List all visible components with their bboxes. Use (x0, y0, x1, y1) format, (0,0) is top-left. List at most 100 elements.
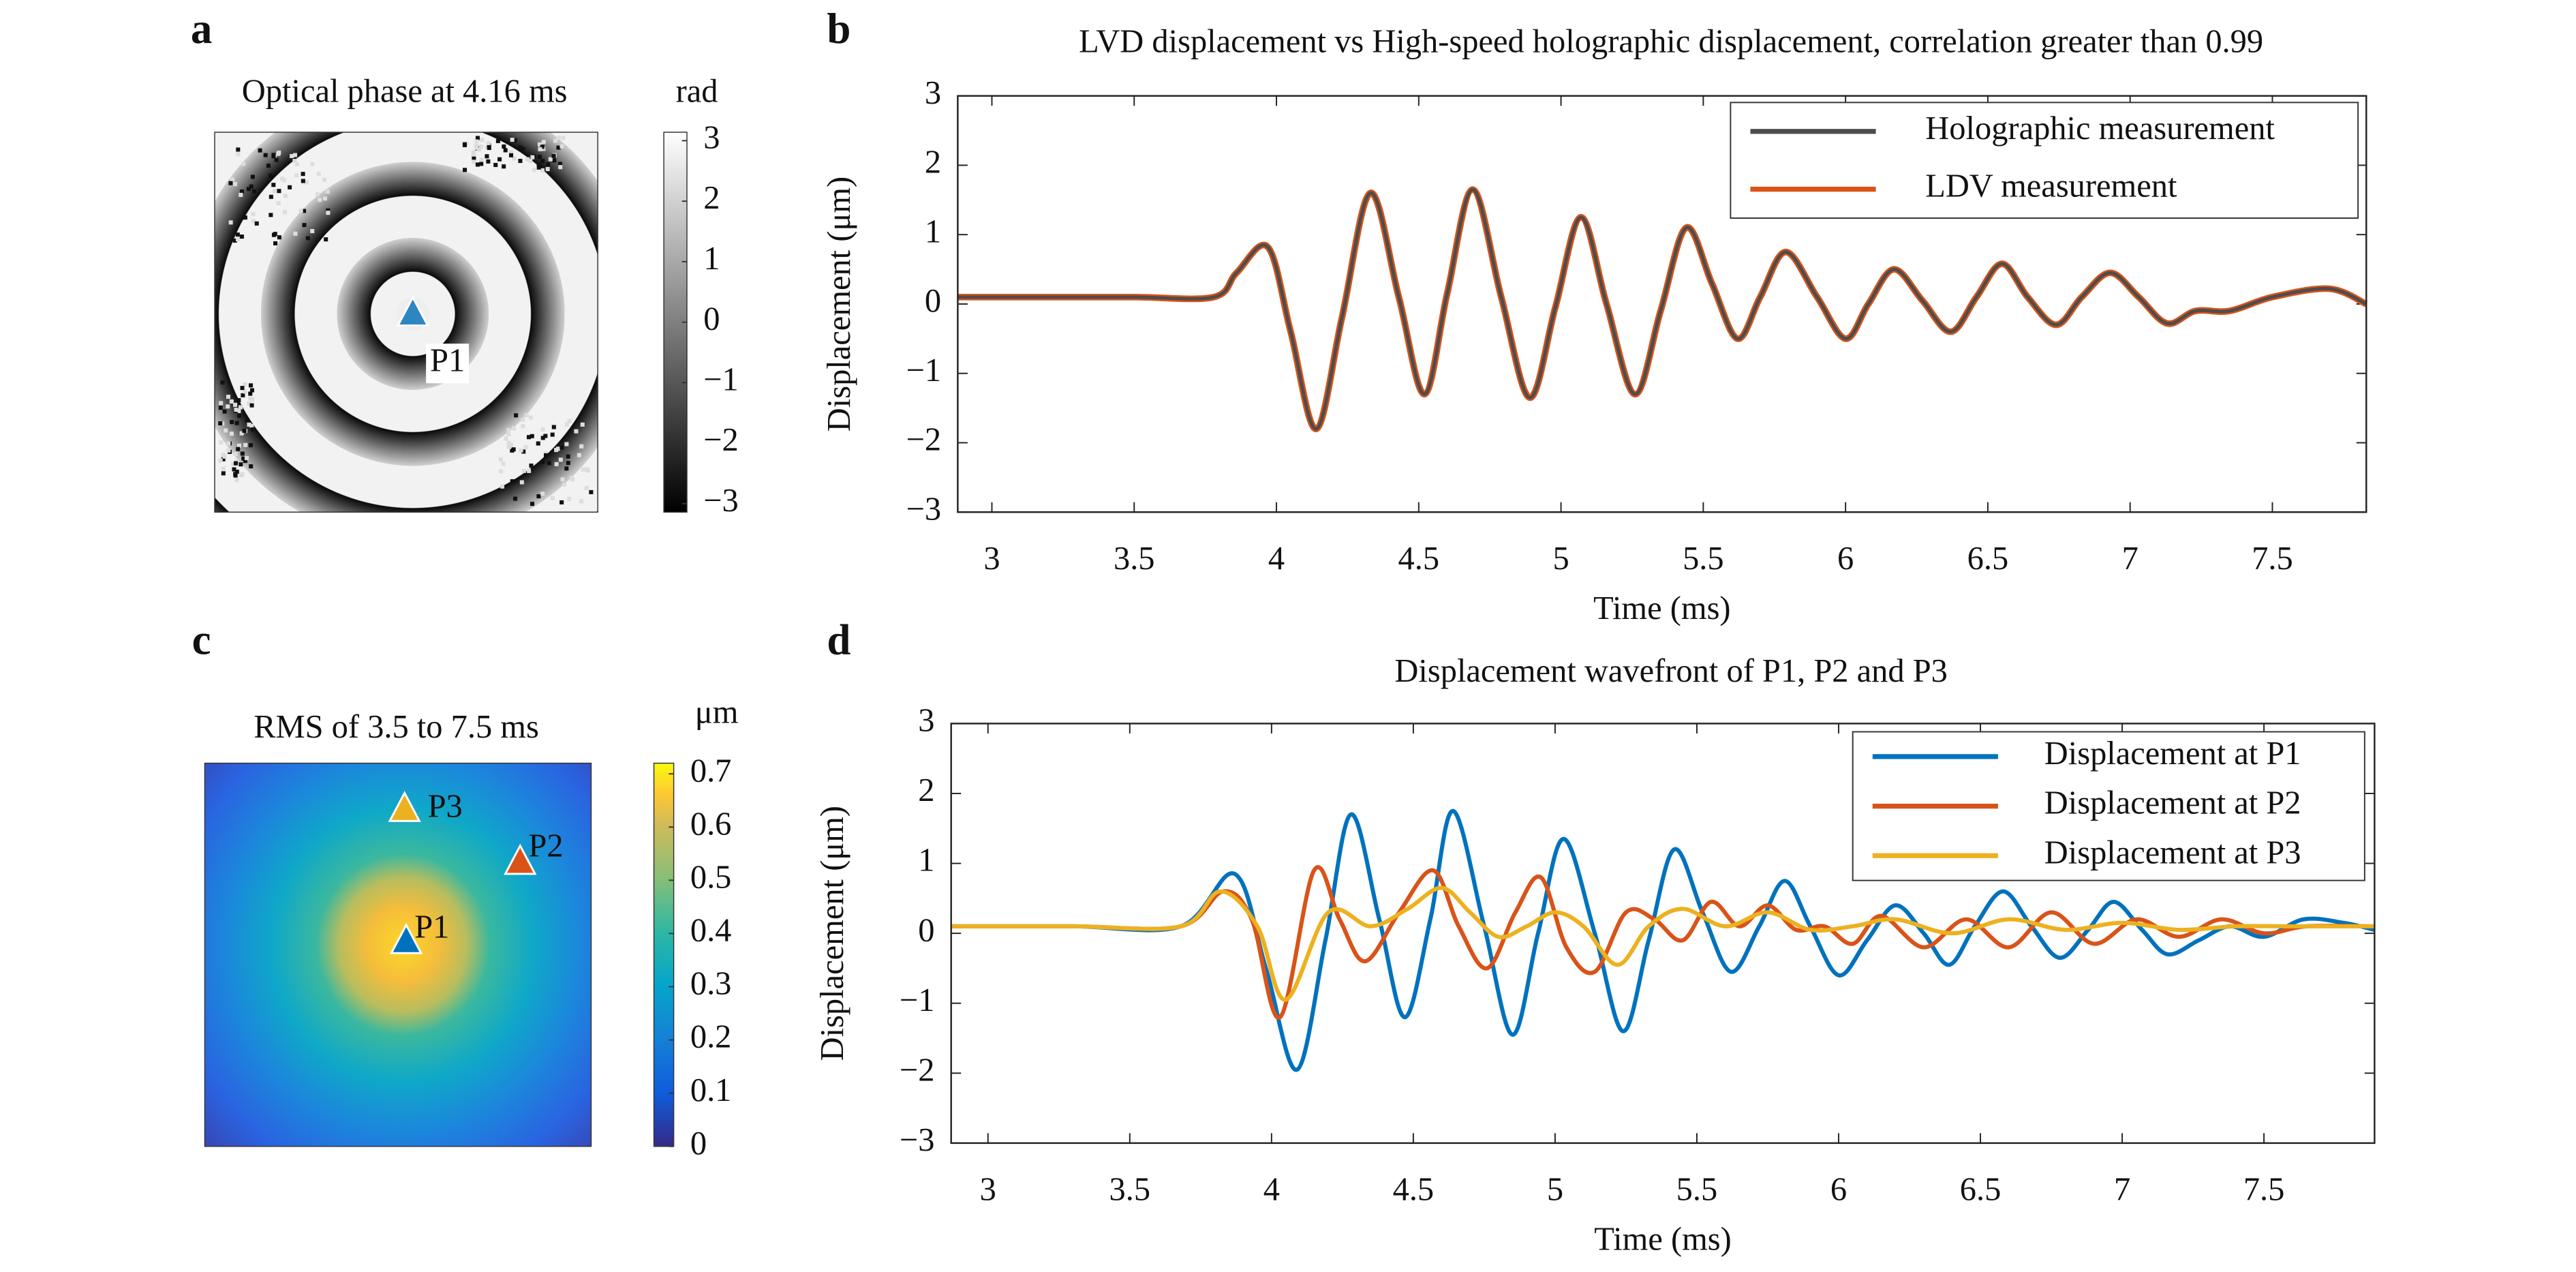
noise (524, 412, 529, 417)
noise (511, 426, 516, 431)
noise (569, 476, 574, 481)
legend-label: Displacement at P2 (2044, 785, 2301, 821)
noise (540, 159, 545, 164)
noise (218, 421, 223, 426)
data-line (957, 187, 2367, 431)
noise (559, 445, 564, 450)
panel-letter: d (827, 616, 850, 664)
colorbar-tick-label: 0.7 (690, 753, 732, 789)
noise (230, 420, 234, 425)
noise (500, 484, 505, 489)
y-tick-label: −2 (900, 1052, 935, 1088)
noise (499, 469, 504, 474)
noise (251, 212, 256, 217)
panel-title: RMS of 3.5 to 7.5 ms (254, 709, 539, 745)
x-tick-label: 5 (1547, 1172, 1563, 1208)
noise (243, 459, 247, 464)
colorbar-tick-label: 1 (703, 241, 720, 277)
legend-label: Displacement at P3 (2044, 834, 2301, 870)
noise (532, 168, 537, 172)
noise (301, 179, 305, 183)
noise (546, 162, 551, 167)
noise (530, 155, 535, 160)
image-border (214, 132, 598, 513)
y-tick-label: 0 (925, 283, 941, 319)
noise (318, 198, 322, 202)
noise (589, 489, 594, 495)
noise (519, 480, 524, 485)
x-tick-label: 6.5 (1960, 1172, 2002, 1208)
noise (561, 136, 566, 140)
marker-label: P2 (528, 828, 563, 864)
colorbar-tick-label: 0.5 (690, 859, 732, 895)
noise (229, 399, 234, 404)
noise (294, 162, 299, 166)
y-tick-label: 3 (918, 703, 934, 739)
x-tick-label: 7 (2114, 1172, 2130, 1208)
axes-box (957, 95, 2367, 513)
noise (521, 417, 525, 422)
noise (219, 440, 224, 445)
noise (233, 402, 238, 407)
noise (512, 496, 518, 501)
noise (508, 150, 513, 155)
noise (479, 162, 484, 166)
noise (545, 167, 550, 172)
noise (232, 467, 236, 472)
noise (564, 442, 569, 446)
x-tick-label: 3 (983, 541, 1000, 577)
noise (236, 408, 241, 413)
noise (276, 151, 281, 156)
noise (269, 194, 273, 199)
colorbar-tick-label: −2 (703, 422, 739, 458)
noise (247, 401, 251, 406)
noise (235, 237, 241, 242)
noise (543, 453, 549, 457)
x-tick-label: 3.5 (1114, 541, 1155, 577)
colorbar-label: μm (695, 694, 739, 730)
noise (514, 413, 519, 418)
colorbar-tick-label: 2 (703, 180, 720, 216)
noise (550, 496, 555, 500)
noise (247, 422, 251, 427)
noise (558, 457, 563, 462)
noise (249, 388, 255, 393)
marker (396, 295, 429, 327)
noise (236, 152, 241, 157)
noise (536, 163, 541, 168)
x-tick-label: 6 (1837, 541, 1854, 577)
noise (540, 168, 545, 172)
noise (553, 138, 558, 143)
noise (293, 231, 298, 236)
noise (226, 448, 231, 453)
noise (288, 185, 292, 190)
noise (236, 446, 241, 451)
noise (236, 413, 242, 418)
noise (273, 241, 278, 246)
noise (536, 494, 541, 499)
y-tick-label: −1 (906, 352, 942, 389)
noise (519, 448, 523, 453)
noise (495, 138, 500, 143)
noise (502, 164, 506, 169)
noise (239, 462, 243, 467)
noise (510, 138, 515, 142)
noise (530, 502, 535, 506)
noise (506, 440, 511, 445)
x-tick-label: 3 (980, 1172, 996, 1208)
noise (506, 431, 511, 436)
colorbar-tick-label: 0 (690, 1125, 707, 1162)
y-tick-label: 1 (925, 213, 941, 249)
noise (525, 157, 530, 162)
noise (243, 389, 247, 394)
noise (251, 219, 256, 224)
noise (249, 184, 254, 189)
noise (234, 461, 239, 466)
noise (511, 447, 516, 452)
noise (581, 467, 585, 472)
legend-label: Displacement at P1 (2044, 736, 2301, 772)
noise (555, 446, 560, 451)
x-tick-label: 4.5 (1393, 1172, 1435, 1208)
noise (579, 444, 584, 449)
noise (269, 213, 273, 217)
